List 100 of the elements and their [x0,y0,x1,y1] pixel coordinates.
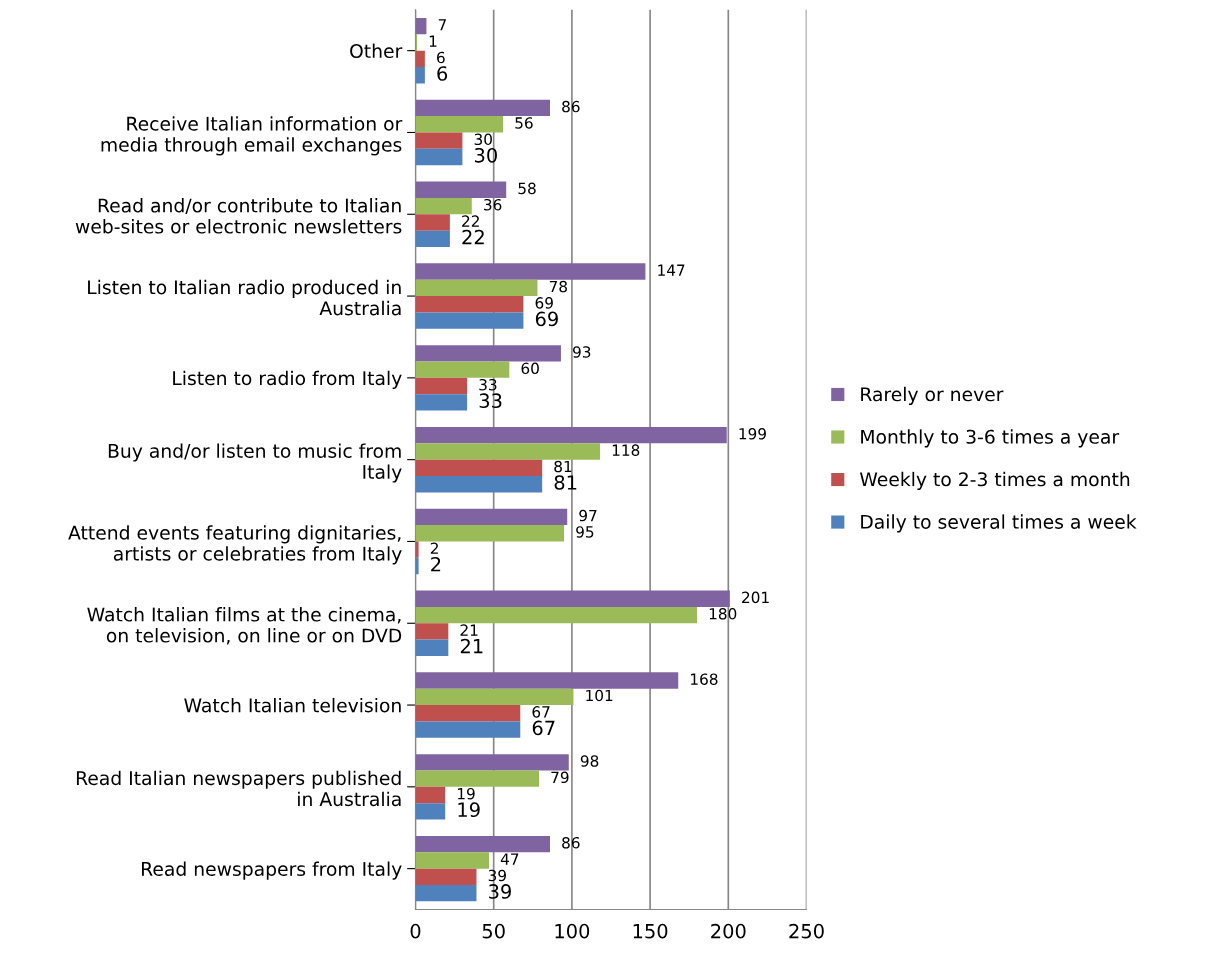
data-label: 78 [549,280,567,293]
data-label: 69 [535,297,553,309]
data-label: 33 [479,378,497,391]
bar [415,279,538,297]
bar [415,377,468,395]
bar [415,835,550,853]
bar [415,148,463,166]
bar [415,394,468,411]
bar [415,770,540,787]
bar [415,312,524,329]
bar [415,525,565,542]
x-tick-label: 50 [482,923,505,939]
x-tick-label: 100 [555,923,590,939]
data-label: 6 [437,66,448,81]
y-tick-label: Read and/or contribute to Italian web-sites or electronic newsletters [75,198,402,234]
bar [415,426,727,444]
data-label: 47 [500,853,519,865]
bar [415,721,521,738]
bar [415,476,543,493]
bar [415,672,679,689]
bar [415,67,425,84]
bar [415,786,446,804]
bar [415,361,510,378]
bar [415,132,463,149]
legend-label: Weekly to 2-3 times a month [859,471,1130,490]
data-label: 199 [739,428,766,440]
bar [415,508,568,526]
bar [415,623,449,640]
data-label: 58 [518,182,536,195]
data-label: 101 [586,689,613,702]
y-tick-label: Listen to Italian radio produced in Australia [88,279,401,316]
bar [415,754,569,771]
y-tick-label: Watch Italian television [184,697,401,713]
bar [415,99,550,117]
y-tick-label: Other [350,43,403,59]
data-label: 67 [532,706,550,718]
bar [415,688,574,706]
bar [415,181,507,198]
bar [415,214,450,231]
bar [415,590,730,607]
data-label: 39 [488,869,506,882]
data-label: 39 [489,884,511,899]
legend-label: Daily to several times a week [861,514,1137,533]
data-label: 147 [658,264,685,276]
data-label: 36 [484,198,502,211]
bar [415,639,449,656]
y-tick-label: Read newspapers from Italy [142,861,402,880]
data-label: 86 [562,100,580,113]
data-label: 2 [430,542,438,554]
data-label: 1 [429,35,437,47]
data-label: 21 [460,624,478,636]
data-label: 180 [709,607,737,620]
bar [415,885,477,902]
y-tick-label: Receive Italian information or media through email exchanges [101,116,403,156]
x-tick-label: 250 [789,923,824,939]
data-label: 98 [580,755,599,767]
legend-label: Rarely or never [861,386,1004,405]
bar [415,803,446,820]
data-label: 201 [742,591,769,604]
data-label: 30 [474,133,492,146]
data-label: 97 [579,509,597,522]
y-tick-label: Listen to radio from Italy [173,370,402,389]
bar [415,606,698,624]
data-label: 30 [475,147,497,163]
bar [415,868,477,885]
data-label: 93 [573,346,591,358]
data-label: 19 [458,802,480,818]
data-label: 118 [612,444,640,456]
data-label: 86 [562,836,580,849]
bar [415,443,601,460]
bar [415,345,561,362]
bar [415,705,521,722]
bar [415,263,646,280]
y-tick-label: Buy and/or listen to music from Italy [108,443,402,483]
bar [415,541,419,558]
legend-label: Monthly to 3-6 times a year [861,429,1120,448]
data-label: 21 [460,638,483,654]
bar [415,116,504,133]
bar [415,852,489,869]
data-label: 33 [479,393,502,409]
x-tick-label: 150 [633,923,668,939]
x-tick-label: 0 [410,923,421,939]
bar [415,296,524,313]
y-tick-label: Attend events featuring dignitaries, artists or celebraties from Italy [68,525,402,565]
data-label: 7 [438,19,446,31]
y-tick-label: Read Italian newspapers published in Australia [76,770,401,807]
data-label: 67 [532,720,555,736]
data-label: 22 [462,215,479,227]
y-tick-label: Watch Italian films at the cinema, on television, on line or on DVD [87,607,402,645]
data-label: 22 [462,229,484,245]
data-label: 81 [554,475,577,490]
data-label: 79 [551,771,569,784]
bar [415,197,472,215]
data-label: 95 [576,526,594,538]
bar [415,557,419,575]
data-label: 19 [457,787,475,800]
data-label: 60 [521,362,539,375]
data-label: 56 [515,117,533,129]
data-label: 6 [437,51,445,64]
bar [415,459,543,477]
